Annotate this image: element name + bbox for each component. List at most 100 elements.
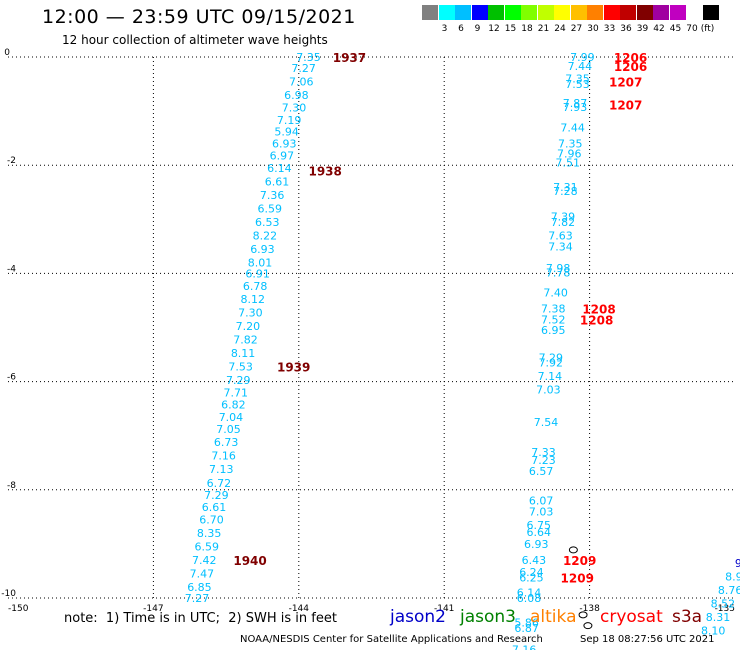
legend-swatch xyxy=(537,5,554,20)
swh-label: 6.57 xyxy=(529,465,554,478)
satellite-jason2: jason2 xyxy=(390,607,446,627)
swh-label: 7.33 xyxy=(531,446,556,459)
legend-swatch xyxy=(504,5,521,20)
time-label: 1208 xyxy=(582,303,615,317)
island-outline xyxy=(583,622,593,630)
swh-label: 8.01 xyxy=(248,257,273,270)
legend-label: 6 xyxy=(458,24,464,34)
swh-label: 6.82 xyxy=(221,398,246,411)
swh-label: 6.93 xyxy=(524,538,549,551)
swh-label: 7.13 xyxy=(209,463,234,476)
swh-label: 8.76 xyxy=(718,584,740,597)
time-label: 1206 xyxy=(614,60,647,74)
legend-label: 45 xyxy=(669,24,682,34)
satellite-s3a: s3a xyxy=(672,607,703,627)
legend-swatch xyxy=(488,5,504,20)
swh-label: 6.93 xyxy=(272,138,297,151)
swh-label: 7.71 xyxy=(224,386,249,399)
map-title: 12:00 — 23:59 UTC 09/15/2021 xyxy=(42,6,356,28)
swh-label: 7.78 xyxy=(546,266,571,279)
lon-tick-label: -138 xyxy=(579,604,600,614)
swh-label: 6.75 xyxy=(526,519,551,532)
swh-label: 7.27 xyxy=(291,62,316,75)
swh-label: 8.96 xyxy=(725,570,740,583)
swh-label: 8.11 xyxy=(231,347,256,360)
swh-label: 7.99 xyxy=(570,51,595,64)
lat-tick-label: -6 xyxy=(7,373,16,383)
legend-swatch xyxy=(636,5,653,20)
time-label: 1937 xyxy=(333,51,366,65)
lon-tick-label: -150 xyxy=(8,604,29,614)
time-label: 1206 xyxy=(614,51,647,65)
swh-label: 7.06 xyxy=(289,75,314,88)
time-label: 1207 xyxy=(609,99,642,113)
swh-label: 7.03 xyxy=(536,384,561,397)
swh-label: 8.52 xyxy=(711,597,736,610)
legend-swatch xyxy=(570,5,587,20)
swh-label: 6.61 xyxy=(265,175,290,188)
legend-label: 15 xyxy=(504,24,517,34)
swh-label: 7.93 xyxy=(563,101,588,114)
satellite-jason3: jason3 xyxy=(460,607,516,627)
swh-label: 6.07 xyxy=(529,495,554,508)
legend-swatch xyxy=(521,5,537,20)
legend-label: 21 xyxy=(537,24,550,34)
swh-label: 7.42 xyxy=(192,554,217,567)
lon-tick-label: -135 xyxy=(715,604,735,614)
swh-label: 6.78 xyxy=(243,280,268,293)
legend-label: 24 xyxy=(554,24,566,34)
legend-label: 36 xyxy=(620,24,632,34)
swh-label: 9.06 xyxy=(735,557,740,570)
swh-label: 6.24 xyxy=(519,566,544,579)
swh-label: 6.91 xyxy=(245,267,270,280)
swh-label: 6.73 xyxy=(214,436,239,449)
swh-label: 7.35 xyxy=(558,138,583,151)
swh-label: 7.14 xyxy=(538,370,563,383)
swh-label: 6.59 xyxy=(194,541,219,554)
legend-swatch xyxy=(438,5,455,20)
swh-label: 7.47 xyxy=(190,568,215,581)
swh-label: 7.53 xyxy=(228,360,253,373)
legend-label: 70 xyxy=(686,24,698,34)
swh-label: 7.35 xyxy=(565,73,590,86)
swh-label: 7.29 xyxy=(204,489,229,502)
swh-label: 7.35 xyxy=(296,51,321,64)
swh-label: 6.64 xyxy=(526,526,551,539)
lon-tick-label: -144 xyxy=(289,604,310,614)
legend-label: 30 xyxy=(587,24,599,34)
swh-label: 6.93 xyxy=(250,243,275,256)
island-outline xyxy=(578,611,588,619)
swh-label: 7.92 xyxy=(539,357,564,370)
swh-label: 7.28 xyxy=(553,185,578,198)
swh-label: 6.70 xyxy=(199,514,224,527)
swh-label: 7.53 xyxy=(565,78,590,91)
island-outline xyxy=(568,546,578,554)
legend-swatch xyxy=(554,5,570,20)
swh-label: 6.98 xyxy=(284,89,309,102)
swh-label: 6.85 xyxy=(187,581,212,594)
swh-label: 6.95 xyxy=(541,324,566,337)
time-label: 1938 xyxy=(308,165,341,179)
swh-label: 7.29 xyxy=(226,374,251,387)
legend-swatch xyxy=(471,5,488,20)
swh-label: 7.20 xyxy=(236,320,261,333)
satellite-cryosat: cryosat xyxy=(600,607,663,627)
time-label: 1209 xyxy=(561,571,594,585)
swh-label: 6.25 xyxy=(519,571,544,584)
swh-label: 6.08 xyxy=(517,592,542,605)
lat-tick-label: 0 xyxy=(4,48,10,58)
swh-label: 7.82 xyxy=(233,333,258,346)
swh-label: 7.54 xyxy=(534,416,559,429)
swh-label: 7.38 xyxy=(541,303,566,316)
swh-label: 7.23 xyxy=(531,454,556,467)
legend-label: 39 xyxy=(636,24,649,34)
legend-swatch xyxy=(422,5,438,20)
legend-swatch xyxy=(686,5,702,20)
legend-unit: (ft) xyxy=(700,24,715,34)
swh-label: 6.61 xyxy=(202,501,227,514)
legend-label: 42 xyxy=(653,24,665,34)
swh-label: 7.44 xyxy=(568,60,593,73)
swh-label: 7.05 xyxy=(216,423,241,436)
legend-label: 18 xyxy=(521,24,533,34)
legend-swatch xyxy=(587,5,603,20)
